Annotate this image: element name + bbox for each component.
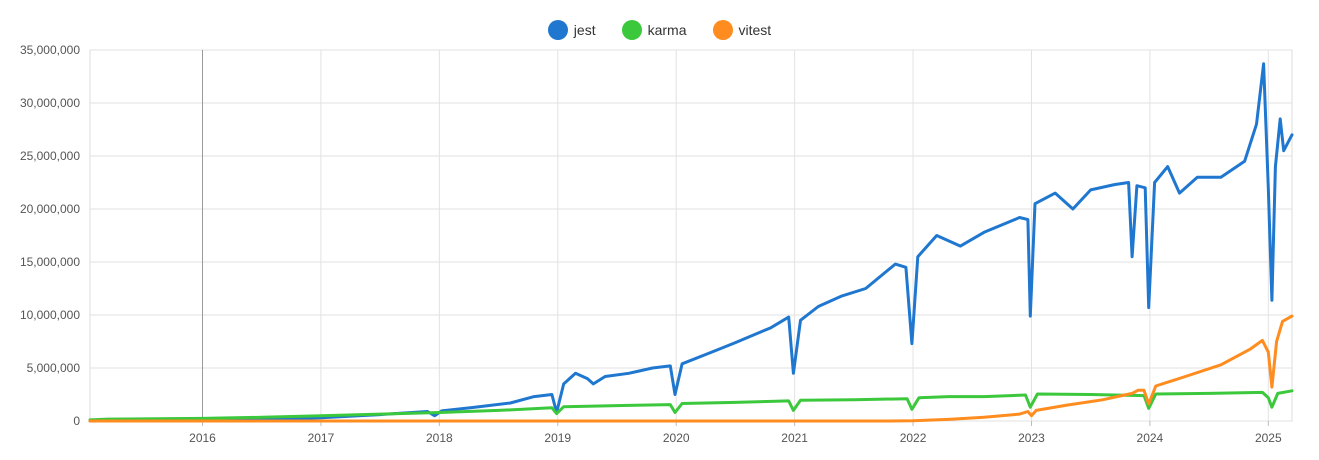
- x-tick-label: 2017: [308, 431, 335, 445]
- legend-item-jest[interactable]: jest: [547, 20, 596, 40]
- legend-swatch-vitest: [712, 20, 733, 40]
- y-tick-label: 0: [73, 414, 80, 428]
- legend-swatch-jest: [547, 20, 568, 40]
- x-tick-label: 2018: [426, 431, 453, 445]
- y-tick-label: 30,000,000: [20, 96, 80, 110]
- y-tick-label: 15,000,000: [20, 255, 80, 269]
- series-line-jest: [88, 62, 1294, 423]
- series-line-vitest: [88, 314, 1294, 423]
- x-tick-label: 2016: [189, 431, 216, 445]
- legend-item-karma[interactable]: karma: [621, 20, 687, 40]
- legend-label-vitest: vitest: [738, 22, 772, 38]
- legend-item-vitest[interactable]: vitest: [712, 20, 772, 40]
- legend-label-jest: jest: [573, 22, 596, 38]
- y-tick-label: 10,000,000: [20, 308, 80, 322]
- x-tick-label: 2024: [1137, 431, 1164, 445]
- series-line-karma: [88, 389, 1294, 422]
- y-tick-label: 25,000,000: [20, 149, 80, 163]
- legend-label-karma: karma: [647, 22, 687, 38]
- y-tick-label: 20,000,000: [20, 202, 80, 216]
- x-tick-label: 2022: [900, 431, 927, 445]
- plot-frame: [89, 49, 1293, 422]
- legend-swatch-karma: [621, 20, 642, 40]
- x-tick-label: 2020: [663, 431, 690, 445]
- x-tick-label: 2021: [781, 431, 808, 445]
- x-tick-label: 2019: [544, 431, 571, 445]
- chart-legend: jest karma vitest: [0, 20, 1319, 40]
- y-tick-label: 5,000,000: [27, 361, 81, 375]
- x-tick-label: 2025: [1255, 431, 1282, 445]
- y-tick-label: 35,000,000: [20, 43, 80, 57]
- x-tick-label: 2023: [1018, 431, 1045, 445]
